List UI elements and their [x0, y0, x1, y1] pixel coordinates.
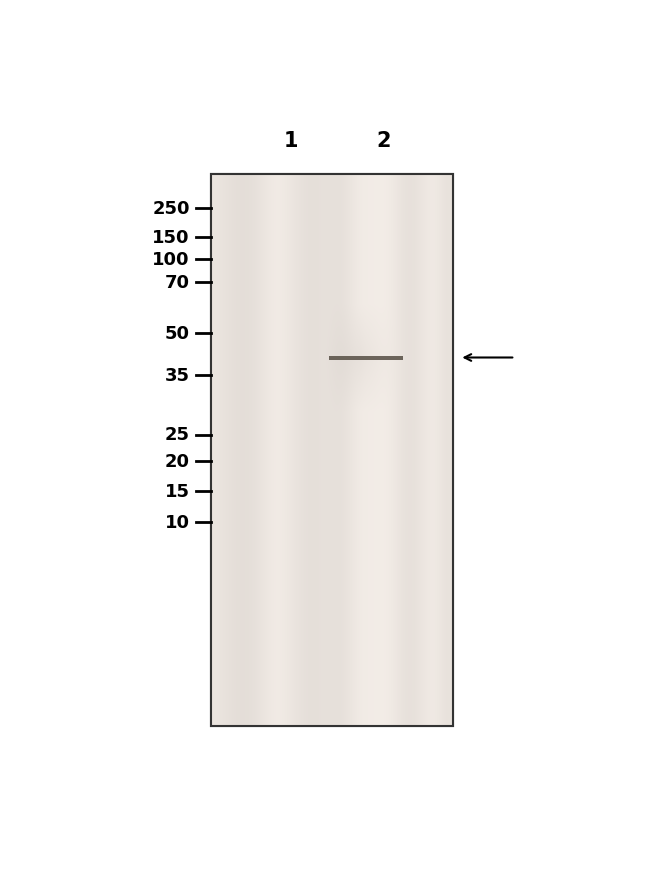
Bar	[330, 356, 403, 361]
Text: 35: 35	[164, 367, 190, 385]
Text: 1: 1	[283, 131, 298, 151]
Text: 2: 2	[376, 131, 391, 151]
Text: 150: 150	[152, 229, 190, 246]
Text: 70: 70	[164, 274, 190, 292]
Text: 100: 100	[152, 250, 190, 269]
Bar	[211, 175, 453, 726]
Text: 50: 50	[164, 324, 190, 342]
Text: 10: 10	[164, 514, 190, 532]
Bar	[211, 175, 453, 726]
Text: 250: 250	[152, 200, 190, 218]
Text: 20: 20	[164, 453, 190, 471]
Text: 15: 15	[164, 482, 190, 501]
Text: 25: 25	[164, 426, 190, 444]
